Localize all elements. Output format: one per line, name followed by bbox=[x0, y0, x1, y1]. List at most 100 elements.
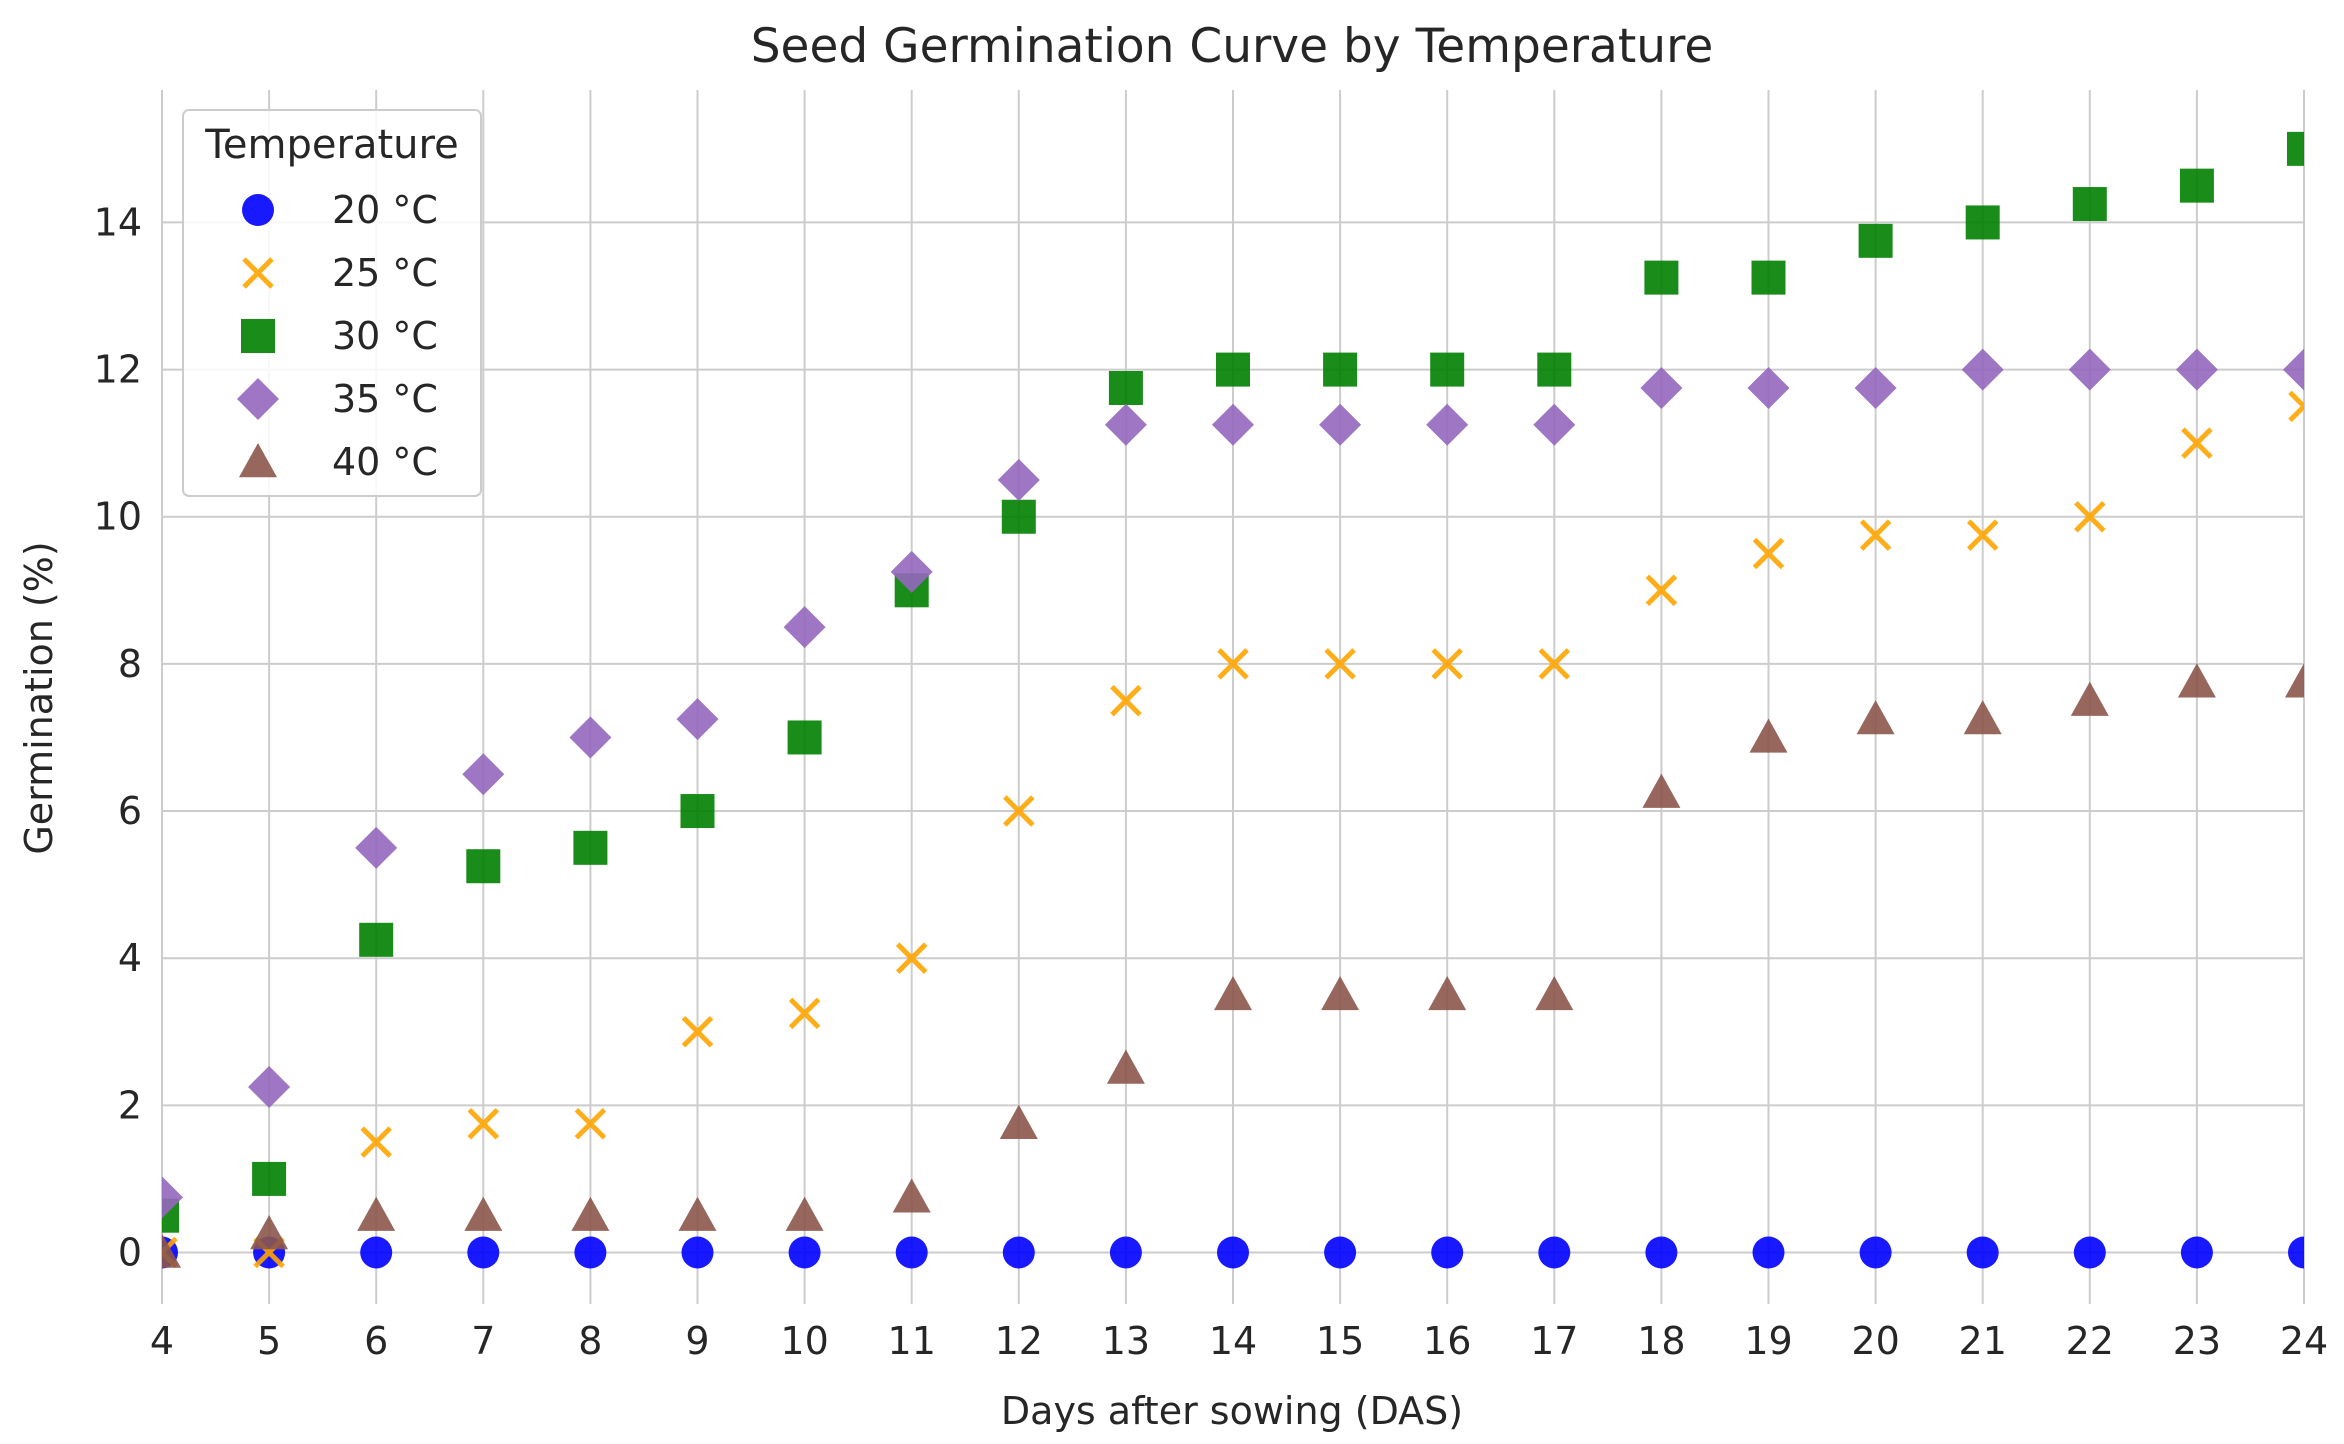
legend-label: 40 °C bbox=[332, 440, 438, 484]
data-point-square bbox=[2072, 187, 2107, 222]
data-point-x bbox=[1645, 574, 1678, 607]
chart-title: Seed Germination Curve by Temperature bbox=[751, 19, 1714, 74]
y-tick-label: 2 bbox=[118, 1083, 142, 1127]
data-point-circle bbox=[467, 1236, 500, 1269]
data-point-diamond bbox=[1747, 366, 1790, 409]
data-point-square bbox=[1323, 352, 1358, 387]
data-point-diamond bbox=[783, 606, 826, 649]
x-tick-label: 5 bbox=[257, 1319, 281, 1363]
x-axis-title: Days after sowing (DAS) bbox=[1001, 1389, 1463, 1433]
legend-marker-triangle bbox=[239, 443, 277, 478]
data-point-diamond bbox=[162, 1176, 183, 1219]
data-point-circle bbox=[2073, 1236, 2106, 1269]
data-point-triangle bbox=[2070, 681, 2109, 716]
data-point-triangle bbox=[571, 1196, 610, 1231]
data-point-triangle bbox=[162, 1233, 181, 1268]
data-point-square bbox=[1751, 260, 1786, 295]
x-tick-label: 8 bbox=[578, 1319, 602, 1363]
x-tick-label: 20 bbox=[1851, 1319, 1899, 1363]
data-point-x bbox=[1324, 648, 1356, 680]
y-tick-label: 4 bbox=[118, 936, 142, 980]
data-point-diamond bbox=[355, 826, 398, 869]
x-tick-label: 17 bbox=[1530, 1319, 1578, 1363]
data-point-triangle bbox=[678, 1196, 717, 1231]
data-point-circle bbox=[1966, 1236, 1999, 1269]
series-circle bbox=[162, 1236, 2304, 1269]
data-point-circle bbox=[1431, 1236, 1464, 1269]
data-point-triangle bbox=[1642, 773, 1681, 808]
data-point-circle bbox=[1324, 1236, 1357, 1269]
x-tick-label: 23 bbox=[2173, 1319, 2221, 1363]
data-point-diamond bbox=[1640, 366, 1683, 409]
data-point-x bbox=[1217, 648, 1249, 680]
legend-label: 20 °C bbox=[332, 188, 438, 232]
data-point-x bbox=[895, 942, 928, 974]
data-point-triangle bbox=[1856, 700, 1895, 735]
data-point-square bbox=[787, 720, 822, 755]
x-tick-label: 15 bbox=[1316, 1319, 1364, 1363]
data-point-square bbox=[1858, 223, 1893, 258]
data-point-x bbox=[1431, 648, 1463, 680]
x-tick-label: 18 bbox=[1637, 1319, 1685, 1363]
data-point-x bbox=[1003, 795, 1035, 827]
data-point-x bbox=[1110, 684, 1142, 717]
legend-items: 20 °C 25 °C 30 °C 35 °C 40 °C bbox=[237, 188, 438, 484]
data-point-circle bbox=[681, 1236, 714, 1269]
data-point-triangle bbox=[1749, 718, 1788, 753]
data-point-diamond bbox=[1212, 403, 1254, 446]
data-point-triangle bbox=[1428, 975, 1467, 1011]
data-point-square bbox=[1965, 205, 2000, 240]
data-point-square bbox=[359, 922, 394, 957]
data-point-circle bbox=[788, 1236, 821, 1269]
data-point-diamond bbox=[1319, 403, 1362, 446]
data-point-diamond bbox=[1854, 366, 1897, 409]
data-point-diamond bbox=[462, 753, 505, 796]
x-tick-label: 13 bbox=[1102, 1319, 1150, 1363]
data-point-triangle bbox=[1106, 1049, 1145, 1084]
data-point-square bbox=[2179, 168, 2214, 203]
data-point-square bbox=[680, 794, 715, 829]
data-point-circle bbox=[1859, 1236, 1892, 1269]
data-point-square bbox=[252, 1161, 287, 1196]
data-point-square bbox=[1537, 352, 1572, 387]
data-point-circle bbox=[1752, 1236, 1785, 1269]
data-point-triangle bbox=[250, 1215, 289, 1250]
data-point-square bbox=[1644, 260, 1679, 295]
data-point-triangle bbox=[785, 1196, 824, 1231]
x-tick-label: 11 bbox=[888, 1319, 936, 1363]
data-point-diamond bbox=[1104, 403, 1147, 446]
y-tick-label: 12 bbox=[94, 348, 142, 392]
data-point-diamond bbox=[1426, 403, 1469, 446]
legend-label: 25 °C bbox=[332, 251, 438, 295]
legend-marker-circle bbox=[242, 194, 274, 226]
data-point-diamond bbox=[1961, 348, 2004, 391]
data-point-triangle bbox=[2285, 663, 2304, 698]
x-tick-label: 19 bbox=[1744, 1319, 1792, 1363]
axes: 4 5 6 7 8 9 10 11 12 13 14 15 16 17 18 19 20 21 22 23 240246… bbox=[94, 200, 2329, 1363]
legend-label: 35 °C bbox=[332, 377, 438, 421]
data-point-square bbox=[2287, 131, 2304, 166]
data-point-x bbox=[360, 1126, 392, 1158]
data-point-circle bbox=[2288, 1236, 2304, 1269]
data-point-triangle bbox=[464, 1196, 503, 1231]
data-point-square bbox=[1430, 352, 1465, 387]
legend-marker-x bbox=[242, 257, 274, 289]
plot-area bbox=[162, 131, 2304, 1269]
legend: Temperature 20 °C 25 °C 30 °C 35 °C 40 °C bbox=[182, 109, 482, 497]
x-tick-label: 14 bbox=[1209, 1319, 1257, 1363]
x-tick-label: 16 bbox=[1423, 1319, 1471, 1363]
data-point-circle bbox=[1217, 1236, 1249, 1269]
data-point-circle bbox=[574, 1236, 607, 1269]
data-point-circle bbox=[895, 1236, 928, 1269]
data-point-diamond bbox=[1533, 403, 1576, 446]
data-point-triangle bbox=[892, 1178, 931, 1213]
series-square bbox=[162, 131, 2304, 1233]
data-point-circle bbox=[2180, 1236, 2213, 1269]
data-point-triangle bbox=[999, 1104, 1038, 1139]
data-point-diamond bbox=[676, 698, 719, 741]
data-point-square bbox=[1001, 499, 1036, 534]
x-tick-label: 7 bbox=[471, 1319, 495, 1363]
data-point-triangle bbox=[1321, 975, 1360, 1011]
data-point-diamond bbox=[890, 550, 933, 593]
data-point-circle bbox=[1109, 1236, 1142, 1269]
